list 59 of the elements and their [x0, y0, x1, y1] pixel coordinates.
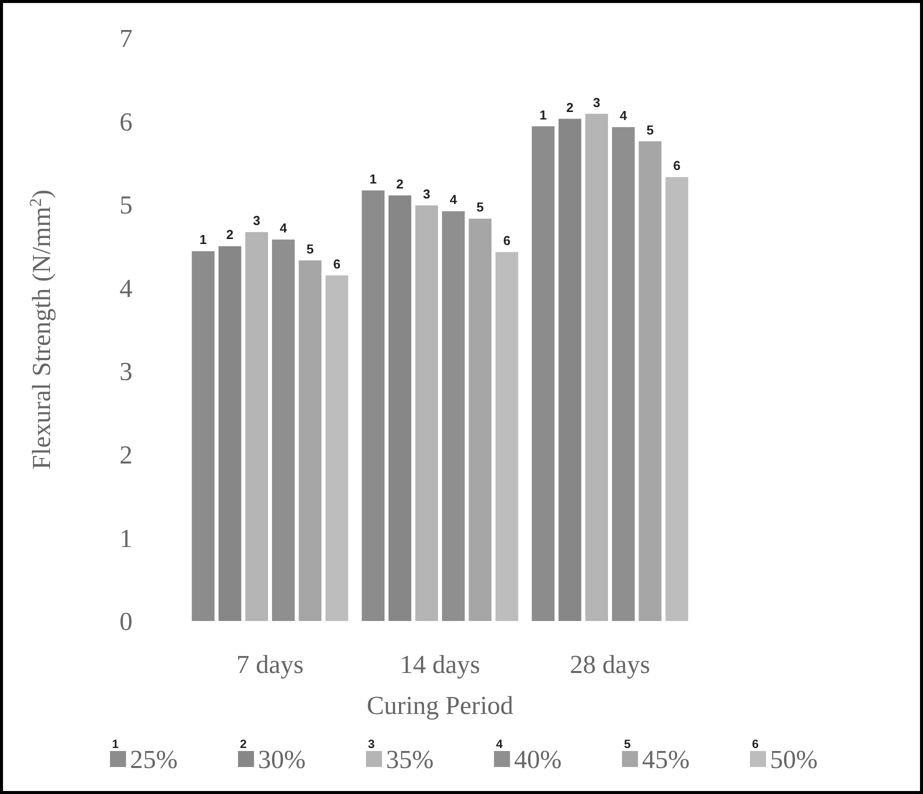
- bar: [468, 218, 492, 621]
- annotation: 4: [280, 220, 288, 236]
- y-tick-label: 3: [120, 357, 132, 386]
- bar: [218, 246, 242, 621]
- bar: [585, 114, 608, 621]
- legend-label: 35%: [386, 745, 434, 774]
- legend-label: 40%: [514, 745, 562, 774]
- legend-label: 25%: [130, 745, 178, 774]
- y-tick-label: 4: [120, 274, 132, 303]
- bar: [192, 251, 215, 621]
- annotation: 5: [646, 122, 654, 138]
- x-axis-title: Curing Period: [366, 691, 514, 720]
- text: 2: [240, 737, 247, 751]
- bar: [388, 195, 412, 621]
- annotation: 3: [593, 94, 600, 110]
- x-tick-label: 14 days: [400, 650, 480, 679]
- y-tick-label: 2: [120, 440, 132, 470]
- annotation: 2: [226, 227, 234, 242]
- bar: [495, 252, 518, 621]
- text: 3: [368, 737, 375, 751]
- bar: [558, 118, 582, 621]
- y-tick-label: 7: [120, 24, 132, 54]
- annotation: 4: [450, 192, 458, 208]
- bar: [665, 177, 688, 621]
- annotation: 1: [540, 107, 547, 122]
- annotation: 3: [423, 186, 430, 202]
- bar: [325, 275, 348, 621]
- annotation: 2: [396, 176, 404, 192]
- y-tick-label: 1: [120, 524, 132, 553]
- text: 5: [624, 737, 631, 751]
- annotation: 3: [253, 213, 260, 228]
- legend-label: 50%: [770, 745, 818, 774]
- y-tick-label: 5: [120, 190, 132, 220]
- annotation: 6: [503, 233, 510, 248]
- x-tick-label: 7 days: [236, 650, 304, 679]
- y-tick-label: 6: [120, 107, 132, 136]
- annotation: 6: [333, 256, 340, 272]
- legend-label: 45%: [642, 745, 690, 774]
- annotation: 4: [620, 108, 628, 124]
- text: 6: [752, 737, 759, 751]
- bar: [415, 205, 438, 621]
- bar: [532, 126, 555, 621]
- annotation: 1: [200, 232, 207, 248]
- annotation: 5: [476, 200, 484, 215]
- text: 4: [496, 737, 503, 751]
- x-tick-label: 28 days: [570, 650, 650, 679]
- legend-label: 30%: [258, 745, 306, 774]
- bar: [612, 127, 635, 621]
- annotation: 1: [370, 171, 377, 186]
- annotation: 5: [306, 241, 314, 256]
- bar: [362, 190, 385, 621]
- bar: [298, 260, 322, 621]
- bar: [272, 240, 295, 621]
- annotation: 6: [673, 158, 680, 174]
- bar: [638, 141, 662, 621]
- bar: [245, 232, 268, 621]
- bar: [442, 211, 465, 621]
- y-tick-label: 0: [120, 607, 132, 636]
- annotation: 2: [566, 100, 574, 115]
